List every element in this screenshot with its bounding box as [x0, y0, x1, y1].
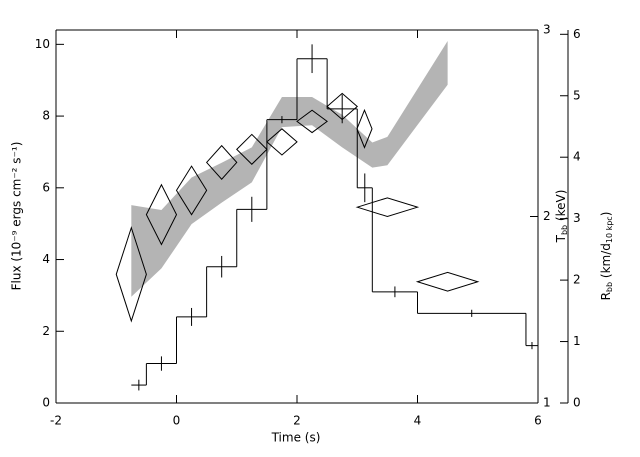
diamond-point: [356, 108, 373, 149]
y-tick-label: 4: [42, 252, 50, 266]
diamond-point: [296, 109, 328, 134]
y3-tick-label: 1: [573, 334, 581, 348]
y-tick-label: 0: [42, 396, 50, 410]
y-tick-label: 6: [42, 180, 50, 194]
y-tick-label: 2: [42, 324, 50, 338]
y2-label-main: T: [554, 234, 568, 243]
y2-tick-label: 1: [543, 396, 551, 410]
diamond-point: [236, 133, 268, 165]
y3-label-main: R: [599, 292, 613, 300]
diamond-point: [115, 226, 147, 323]
x-tick-label: 2: [293, 414, 301, 428]
x-axis-label: Time (s): [271, 431, 321, 445]
y3-tick-label: 3: [573, 211, 581, 225]
y3-tick-label: 6: [573, 27, 581, 41]
y3-label-sub: bb: [605, 282, 614, 292]
x-tick-label: -2: [50, 414, 62, 428]
y3-label-rest: (km/d: [599, 243, 613, 282]
y-axis-label: Flux (10⁻⁹ ergs cm⁻² s⁻¹): [10, 142, 24, 291]
diamond-point: [145, 183, 178, 246]
diamond-point: [355, 197, 420, 218]
diamond-point: [326, 92, 359, 121]
y3-tick-label: 4: [573, 150, 581, 164]
y3-label-sub2: 10 kpc: [605, 216, 614, 243]
y2-label-sub: bb: [560, 225, 569, 235]
y3-label-end: ): [599, 212, 613, 217]
y2-label-rest: (keV): [554, 190, 568, 225]
y3-axis-label: Rbb (km/d10 kpc): [599, 212, 614, 301]
y3-tick-label: 2: [573, 273, 581, 287]
diamond-point: [266, 128, 298, 156]
diamond-point: [205, 144, 238, 180]
y-tick-label: 8: [42, 109, 50, 123]
x-tick-label: 0: [173, 414, 181, 428]
y2-tick-label: 3: [543, 23, 551, 37]
x-tick-label: 4: [414, 414, 422, 428]
x-tick-label: 6: [534, 414, 542, 428]
y3-tick-label: 5: [573, 88, 581, 102]
diamond-point: [175, 165, 208, 216]
y2-axis-label: Tbb (keV): [554, 190, 569, 244]
diamond-point: [415, 271, 480, 292]
y3-tick-label: 0: [573, 396, 581, 410]
y-tick-label: 10: [35, 37, 50, 51]
y2-tick-label: 2: [543, 209, 551, 223]
